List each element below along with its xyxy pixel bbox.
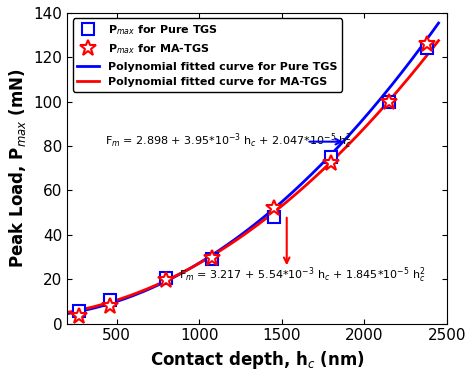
Text: F$_m$ = 3.217 + 5.54*10$^{-3}$ h$_c$ + 1.845*10$^{-5}$ h$_c^2$: F$_m$ = 3.217 + 5.54*10$^{-3}$ h$_c$ + 1… <box>179 265 426 285</box>
Text: F$_m$ = 2.898 + 3.95*10$^{-3}$ h$_c$ + 2.047*10$^{-5}$ h$_c^2$: F$_m$ = 2.898 + 3.95*10$^{-3}$ h$_c$ + 2… <box>105 132 352 152</box>
Y-axis label: Peak Load, P$_{max}$ (mN): Peak Load, P$_{max}$ (mN) <box>7 68 28 268</box>
Legend: P$_{max}$ for Pure TGS, P$_{max}$ for MA-TGS, Polynomial fitted curve for Pure T: P$_{max}$ for Pure TGS, P$_{max}$ for MA… <box>73 19 342 91</box>
X-axis label: Contact depth, h$_c$ (nm): Contact depth, h$_c$ (nm) <box>149 349 364 371</box>
